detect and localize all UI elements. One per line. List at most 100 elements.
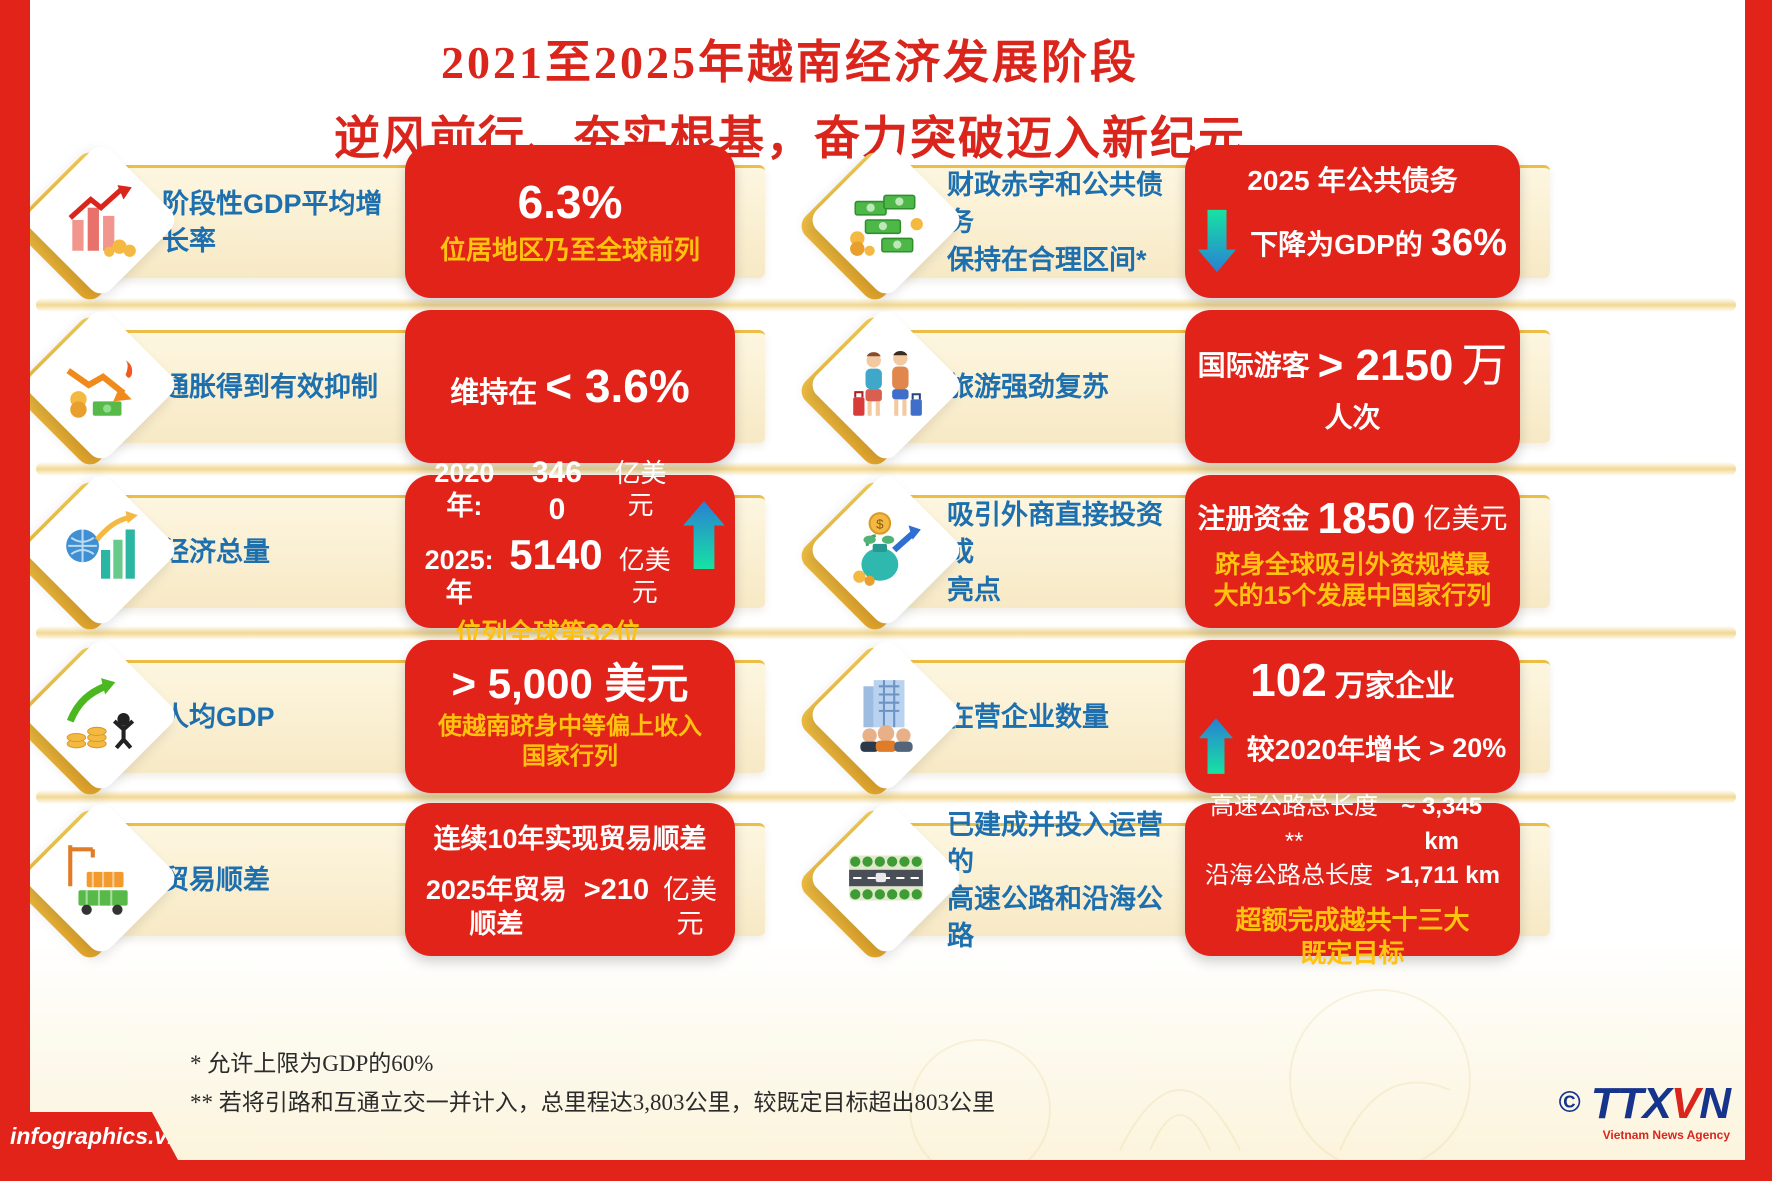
footnote-1: * 允许上限为GDP的60% [190,1051,434,1076]
row-divider-ribbon [36,790,1736,804]
row-label-text: 阶段性GDP平均增长率 [162,188,383,256]
svg-text:$: $ [876,516,884,531]
stat-subtext: 超额完成越共十三大 [1235,905,1470,936]
stat-value: >210 [583,874,650,907]
stat-subtext: 大的15个发展中国家行列 [1213,582,1492,610]
row-label-text: 人均GDP [162,702,275,733]
stat-unit: 亿美元 [663,875,718,939]
right-red-border [1745,0,1772,1181]
stat-name: 沿海公路总长度 [1205,862,1373,890]
stat-unit: 万 [1461,338,1508,391]
row-icon-diamond [795,635,967,800]
stat-row-public-debt: 财政赤字和公共债务 保持在合理区间* [795,140,1550,305]
row-icon-diamond [10,140,182,305]
stat-box-trade-surplus: 连续10年实现贸易顺差 2025年贸易顺差 >210 亿美元 [405,803,735,956]
row-label-text: 高速公路和沿海公路 [947,884,1163,952]
footnote-2: ** 若将引路和互通立交一并计入，总里程达3,803公里，较既定目标超出803公… [190,1090,995,1116]
row-label-text: 经济总量 [162,537,270,568]
row-icon-diamond [10,635,182,800]
fdi-money-bag-icon: $ [830,494,942,606]
stat-value: 36% [1430,222,1507,265]
stat-row-enterprises: 在营企业数量 102 [795,635,1550,800]
stat-line: 人次 [1324,402,1381,434]
ttxvn-logo: © TTXVN Vietnam News Agency [1559,1079,1731,1143]
row-label-text: 贸易顺差 [162,865,270,896]
stat-box-fdi: 注册资金 1850 亿美元 跻身全球吸引外资规模最 大的15个发展中国家行列 [1185,475,1520,628]
stat-value: 102 [1250,653,1327,706]
stat-box-gdp-per-capita: > 5,000 美元 使越南跻身中等偏上收入 国家行列 [405,640,735,793]
per-capita-gdp-icon [45,659,157,771]
stat-prefix: 国际游客 [1197,350,1310,381]
stat-name: 高速公路总长度** [1210,792,1379,855]
stat-unit: 亿美元 [1423,502,1508,534]
stat-value: ~ 3,345 km [1401,792,1483,855]
stat-box-tourism: 国际游客 > 2150 万 人次 [1185,310,1520,463]
row-label-text: 旅游强劲复苏 [947,372,1109,403]
stat-box-gdp-growth: 6.3% 位居地区乃至全球前列 [405,145,735,298]
stat-value: 1850 [1317,493,1416,543]
enterprises-building-icon [830,659,942,771]
logo-v: V [1670,1079,1700,1128]
stat-value: 346 0 [531,455,582,527]
stat-box-public-debt: 2025 年公共债务 下降为GDP的 36% [1185,145,1520,298]
globe-economy-icon [45,494,157,606]
stat-subtext: 跻身全球吸引外资规模最 [1214,550,1490,579]
row-label-text: 在营企业数量 [947,702,1109,733]
up-arrow-icon [1198,717,1233,781]
row-icon-diamond [795,305,967,470]
stat-value: > 2150 [1317,341,1454,390]
row-label-text: 吸引外商直接投资成 [947,500,1163,568]
row-icon-diamond: $ [795,470,967,635]
row-label: 阶段性GDP平均增长率 [162,168,400,278]
stat-row-economy-size: 经济总量 [10,456,765,648]
row-divider-ribbon [36,298,1736,312]
stat-value: >1,711 km [1385,862,1500,890]
stat-year: 2020年: [434,457,495,522]
row-label-text: 已建成并投入运营的 [947,809,1163,877]
money-stacks-icon [830,164,942,276]
up-arrow-icon [683,501,725,574]
stat-value: 5140 [509,530,603,578]
title-line-1: 2021至2025年越南经济发展阶段 [441,37,1139,88]
stat-row-highways: 已建成并投入运营的 高速公路和沿海公路 [795,793,1550,968]
infographics-brand-ribbon: infographics.vn [0,1112,178,1160]
stat-value: < 3.6% [545,360,690,413]
stat-row-gdp-per-capita: 人均GDP [10,635,765,800]
row-label-text: 亮点 [947,574,1001,605]
stat-unit: 万家企业 [1334,669,1455,703]
highway-icon [830,822,942,934]
gdp-growth-chart-icon [45,164,157,276]
stat-prefix: 维持在 [450,377,538,410]
stat-prefix: 注册资金 [1197,502,1310,534]
stat-row-fdi: 吸引外商直接投资成 亮点 $ [795,470,1550,635]
page-title: 2021至2025年越南经济发展阶段 逆风前行、夯实根基，奋力突破迈入新纪元 [60,26,1520,168]
footnotes: * 允许上限为GDP的60% ** 若将引路和互通立交一并计入，总里程达3,80… [190,1044,995,1122]
row-icon-diamond [795,798,967,963]
inflation-control-icon [45,329,157,441]
stat-subtext: 位居地区乃至全球前列 [439,234,700,265]
stat-unit: 亿美元 [614,457,667,521]
row-label-text: 保持在合理区间* [947,244,1147,275]
stat-year: 2025 [1247,165,1310,196]
stat-row-inflation: 通胀得到有效抑制 维持在 [10,305,765,470]
down-arrow-icon [1198,208,1237,280]
stat-row-gdp-growth: 阶段性GDP平均增长率 [10,140,765,305]
stat-subtext: 国家行列 [522,742,618,770]
row-icon-diamond [795,140,967,305]
stat-subtext: 使越南跻身中等偏上收入 [438,712,702,740]
stat-box-inflation: 维持在 < 3.6% [405,310,735,463]
trade-cargo-icon [45,822,157,934]
lotus-decoration [909,989,1471,1160]
row-icon-diamond [10,470,182,635]
agency-name: Vietnam News Agency [1602,1128,1730,1142]
lotus-background-wash [30,940,1745,1160]
row-icon-diamond [10,305,182,470]
stat-value: > 20% [1428,733,1507,764]
stat-year: 2025:年 [424,544,494,609]
stat-unit: 亿美元 [618,544,671,608]
bottom-red-border [0,1160,1772,1181]
row-label-text: 财政赤字和公共债务 [947,170,1163,238]
row-label-text: 通胀得到有效抑制 [162,372,378,403]
row-icon-diamond [10,798,182,963]
